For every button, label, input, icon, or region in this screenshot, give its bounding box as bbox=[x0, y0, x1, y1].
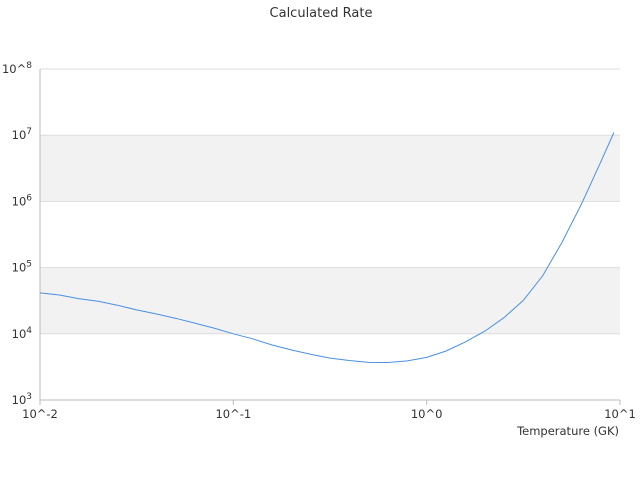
x-tick-label-0: 10^-2 bbox=[22, 407, 58, 421]
y-tick-label-3: 106 bbox=[12, 193, 33, 208]
band-3 bbox=[40, 135, 620, 202]
y-tick-label-2: 105 bbox=[12, 260, 32, 275]
axes bbox=[39, 69, 620, 401]
x-tick-label-1: 10^-1 bbox=[215, 407, 251, 421]
chart-title: Calculated Rate bbox=[270, 6, 373, 21]
y-tick-label-1: 104 bbox=[12, 326, 33, 341]
band-2 bbox=[40, 201, 620, 268]
background-bands bbox=[40, 69, 620, 400]
x-axis-ticks: 10^-2 10^-1 10^0 10^1 bbox=[22, 400, 636, 421]
x-tick-label-3: 10^1 bbox=[604, 407, 636, 421]
x-axis-label: Temperature (GK) bbox=[516, 424, 619, 438]
x-tick-label-2: 10^0 bbox=[411, 407, 443, 421]
band-4 bbox=[40, 69, 620, 136]
y-tick-label-0: 103 bbox=[12, 392, 32, 407]
series-line-0 bbox=[39, 132, 615, 364]
band-0 bbox=[40, 333, 620, 400]
data-series bbox=[39, 132, 615, 364]
y-tick-label-4: 107 bbox=[12, 127, 32, 142]
y-axis-ticks: 103 104 105 106 107 10^8 bbox=[2, 61, 32, 407]
y-tick-label-5: 10^8 bbox=[2, 61, 32, 76]
band-1 bbox=[40, 267, 620, 334]
